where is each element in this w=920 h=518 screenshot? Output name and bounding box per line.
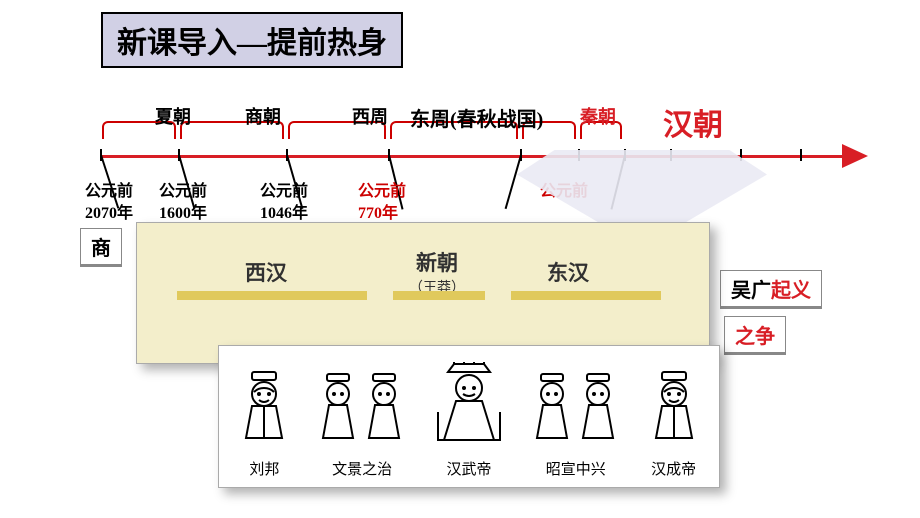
emperor-icon [234, 368, 294, 454]
emperor-label: 汉武帝 [446, 458, 491, 479]
timeline-divider [505, 155, 522, 209]
subperiod-bar [511, 291, 661, 300]
dynasty-label: 东周(春秋战国) [410, 103, 543, 132]
emperor-figure: 昭宣中兴 [531, 368, 621, 479]
subperiod-bar [177, 291, 367, 300]
han-subperiods-panel: 西汉 新朝（王莽） 东汉 [136, 222, 710, 364]
emperor-label: 文景之治 [332, 458, 392, 479]
subperiod-label: 西汉 [245, 257, 287, 287]
emperor-icon [644, 368, 704, 454]
dynasty-label: 商朝 [245, 103, 281, 129]
slide-title: 新课导入—提前热身 [101, 12, 403, 68]
timeline-arrowhead [842, 144, 868, 168]
context-note: 商 [80, 228, 122, 267]
timeline-tick [800, 149, 802, 161]
emperor-icon [430, 362, 508, 454]
timeline-date: 公元前1600年 [159, 181, 207, 226]
timeline-date: 公元前2070年 [85, 181, 133, 226]
dynasty-label: 西周 [352, 103, 388, 129]
subperiod-label: 新朝（王莽） [409, 247, 465, 297]
emperor-label: 昭宣中兴 [546, 458, 606, 479]
emperor-figure: 文景之治 [317, 368, 407, 479]
context-note: 吴广起义 [720, 270, 822, 309]
context-note: 之争 [724, 316, 786, 355]
subperiod-bar [393, 291, 485, 300]
emperor-label: 汉成帝 [651, 458, 696, 479]
emperor-label: 刘邦 [249, 458, 279, 479]
dynasty-label: 夏朝 [155, 103, 191, 129]
timeline-date: 公元前770年 [358, 181, 406, 226]
subperiod-label: 东汉 [547, 257, 589, 287]
emperors-panel: 刘邦 文景之治 汉武帝 昭宣中兴 汉成帝 [218, 345, 720, 488]
dynasty-label: 秦朝 [580, 103, 616, 129]
emperor-icon [317, 368, 407, 454]
emperor-figure: 汉成帝 [644, 368, 704, 479]
emperor-figure: 刘邦 [234, 368, 294, 479]
timeline-date: 公元前1046年 [260, 181, 308, 226]
han-dynasty-label: 汉朝 [663, 100, 723, 144]
emperor-figure: 汉武帝 [430, 362, 508, 479]
emperor-icon [531, 368, 621, 454]
